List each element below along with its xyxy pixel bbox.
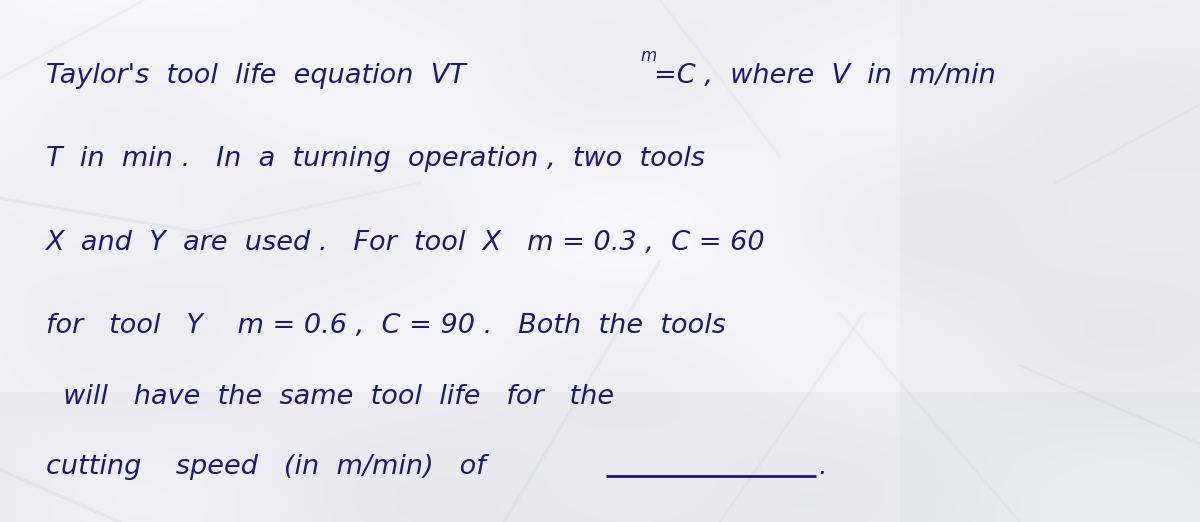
Text: cutting    speed   (in  m/min)   of: cutting speed (in m/min) of [46,454,485,480]
Text: .: . [818,454,827,480]
Text: Taylor's  tool  life  equation  VT: Taylor's tool life equation VT [46,63,466,89]
Text: =C ,  where  V  in  m/min: =C , where V in m/min [654,63,996,89]
Text: for   tool   Y    m = 0.6 ,  C = 90 .   Both  the  tools: for tool Y m = 0.6 , C = 90 . Both the t… [46,313,726,339]
Text: T  in  min .   In  a  turning  operation ,  two  tools: T in min . In a turning operation , two … [46,146,704,172]
Text: will   have  the  same  tool  life   for   the: will have the same tool life for the [46,384,613,410]
Text: X  and  Y  are  used .   For  tool  X   m = 0.3 ,  C = 60: X and Y are used . For tool X m = 0.3 , … [46,230,766,256]
Text: m: m [641,47,656,65]
Bar [0,392,1200,522]
Bar [900,0,1200,522]
